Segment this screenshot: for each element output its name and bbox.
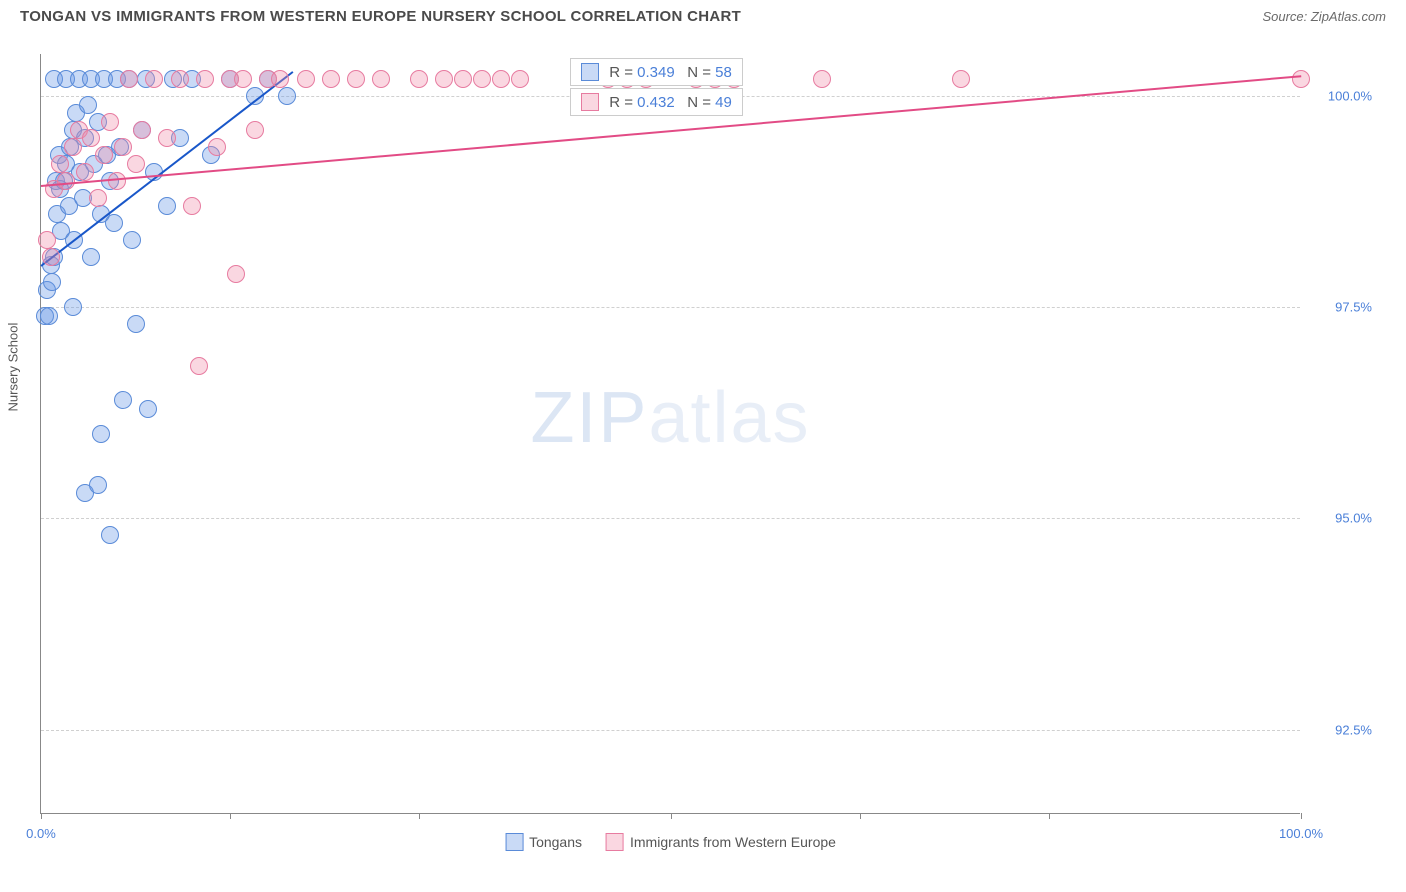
data-point [127,155,145,173]
chart-container: ZIPatlas Nursery School 92.5%95.0%97.5%1… [40,54,1380,834]
yaxis-title: Nursery School [6,322,21,411]
legend-swatch-icon [581,63,599,81]
data-point [322,70,340,88]
xtick-label: 0.0% [26,826,56,841]
data-point [171,70,189,88]
data-point [454,70,472,88]
xtick [1301,813,1302,819]
stats-box: R = 0.349 N = 58 [570,58,743,86]
xtick [860,813,861,819]
data-point [297,70,315,88]
data-point [57,172,75,190]
data-point [123,231,141,249]
source-label: Source: ZipAtlas.com [1262,9,1386,24]
data-point [183,197,201,215]
legend-item: Immigrants from Western Europe [606,833,836,851]
data-point [92,425,110,443]
data-point [139,400,157,418]
data-point [101,113,119,131]
data-point [473,70,491,88]
data-point [492,70,510,88]
stats-text: R = 0.432 N = 49 [609,94,732,111]
data-point [40,307,58,325]
data-point [271,70,289,88]
bottom-legend: Tongans Immigrants from Western Europe [505,833,836,851]
data-point [813,70,831,88]
watermark-bold: ZIP [530,378,648,458]
data-point [1292,70,1310,88]
data-point [347,70,365,88]
data-point [145,70,163,88]
data-point [127,315,145,333]
legend-swatch-icon [505,833,523,851]
data-point [89,476,107,494]
stats-text: R = 0.349 N = 58 [609,64,732,81]
data-point [64,298,82,316]
data-point [133,121,151,139]
data-point [64,138,82,156]
data-point [196,70,214,88]
data-point [372,70,390,88]
xtick [671,813,672,819]
ytick-label: 100.0% [1312,89,1372,104]
legend-label: Tongans [529,834,582,850]
data-point [105,214,123,232]
data-point [95,146,113,164]
gridline-h [41,730,1300,731]
ytick-label: 97.5% [1312,300,1372,315]
plot-area: ZIPatlas Nursery School 92.5%95.0%97.5%1… [40,54,1300,814]
watermark: ZIPatlas [530,377,810,459]
data-point [952,70,970,88]
data-point [101,526,119,544]
data-point [435,70,453,88]
legend-swatch-icon [606,833,624,851]
ytick-label: 92.5% [1312,722,1372,737]
gridline-h [41,307,1300,308]
data-point [114,138,132,156]
xtick [41,813,42,819]
xtick-label: 100.0% [1279,826,1323,841]
data-point [410,70,428,88]
data-point [43,273,61,291]
data-point [208,138,226,156]
data-point [158,197,176,215]
data-point [79,96,97,114]
data-point [246,121,264,139]
data-point [82,129,100,147]
data-point [89,189,107,207]
data-point [120,70,138,88]
data-point [511,70,529,88]
legend-swatch-icon [581,93,599,111]
data-point [76,163,94,181]
xtick [230,813,231,819]
data-point [278,87,296,105]
legend-label: Immigrants from Western Europe [630,834,836,850]
gridline-h [41,518,1300,519]
data-point [190,357,208,375]
data-point [234,70,252,88]
data-point [51,155,69,173]
data-point [38,231,56,249]
xtick [1049,813,1050,819]
data-point [42,248,60,266]
legend-item: Tongans [505,833,582,851]
data-point [158,129,176,147]
ytick-label: 95.0% [1312,511,1372,526]
stats-box: R = 0.432 N = 49 [570,88,743,116]
data-point [82,248,100,266]
watermark-light: atlas [648,378,810,458]
data-point [227,265,245,283]
chart-title: TONGAN VS IMMIGRANTS FROM WESTERN EUROPE… [20,8,741,25]
xtick [419,813,420,819]
data-point [114,391,132,409]
